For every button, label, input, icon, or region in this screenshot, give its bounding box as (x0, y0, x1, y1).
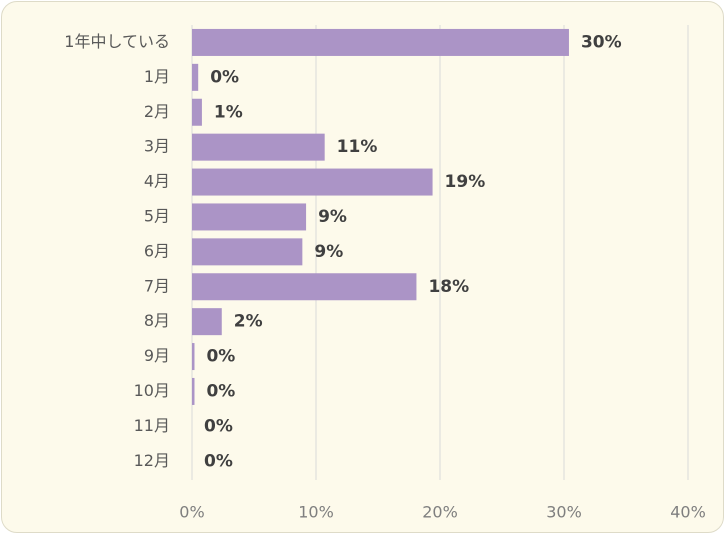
bar (192, 98, 202, 126)
x-axis-tick-labels: 0% 10% 20% 30% 40% (179, 503, 705, 522)
bars (192, 28, 569, 405)
category-label: 1年中している (64, 32, 170, 51)
data-label: 30% (581, 32, 622, 52)
data-label: 0% (204, 451, 233, 471)
bar (192, 273, 417, 301)
data-label: 18% (428, 277, 469, 297)
category-label: 1月 (144, 67, 170, 86)
category-label: 3月 (144, 137, 170, 156)
x-tick-label: 20% (422, 503, 458, 522)
bar (192, 168, 433, 196)
data-label: 9% (318, 207, 347, 227)
category-label: 2月 (144, 102, 170, 121)
data-label: 0% (210, 67, 239, 87)
bar (192, 343, 195, 371)
data-label: 2% (234, 312, 263, 332)
data-label: 0% (204, 416, 233, 436)
data-label: 9% (314, 242, 343, 262)
bar (192, 203, 307, 231)
category-label: 7月 (144, 276, 170, 295)
category-label: 11月 (134, 416, 170, 435)
data-label: 0% (206, 347, 235, 367)
data-labels: 30% 0% 1% 11% 19% 9% 9% 18% 2% 0% 0% 0% 0% (204, 32, 622, 471)
category-label: 8月 (144, 311, 170, 330)
bar (192, 63, 199, 91)
category-label: 12月 (134, 451, 170, 470)
category-label: 4月 (144, 172, 170, 191)
bar (192, 308, 222, 336)
category-label: 9月 (144, 346, 170, 365)
x-tick-label: 30% (546, 503, 582, 522)
x-tick-label: 40% (670, 503, 706, 522)
bar (192, 238, 303, 266)
data-label: 1% (214, 102, 243, 122)
data-label: 11% (337, 137, 378, 157)
bar (192, 377, 195, 405)
category-label: 5月 (144, 206, 170, 225)
category-label: 6月 (144, 241, 170, 260)
category-label: 10月 (134, 381, 170, 400)
bar (192, 28, 569, 56)
category-labels: 1年中している 1月 2月 3月 4月 5月 6月 7月 8月 9月 10月 11月 12月 (64, 32, 170, 470)
data-label: 19% (445, 172, 486, 192)
x-tick-label: 0% (179, 503, 204, 522)
data-label: 0% (206, 381, 235, 401)
x-tick-label: 10% (298, 503, 334, 522)
bar (192, 133, 325, 161)
